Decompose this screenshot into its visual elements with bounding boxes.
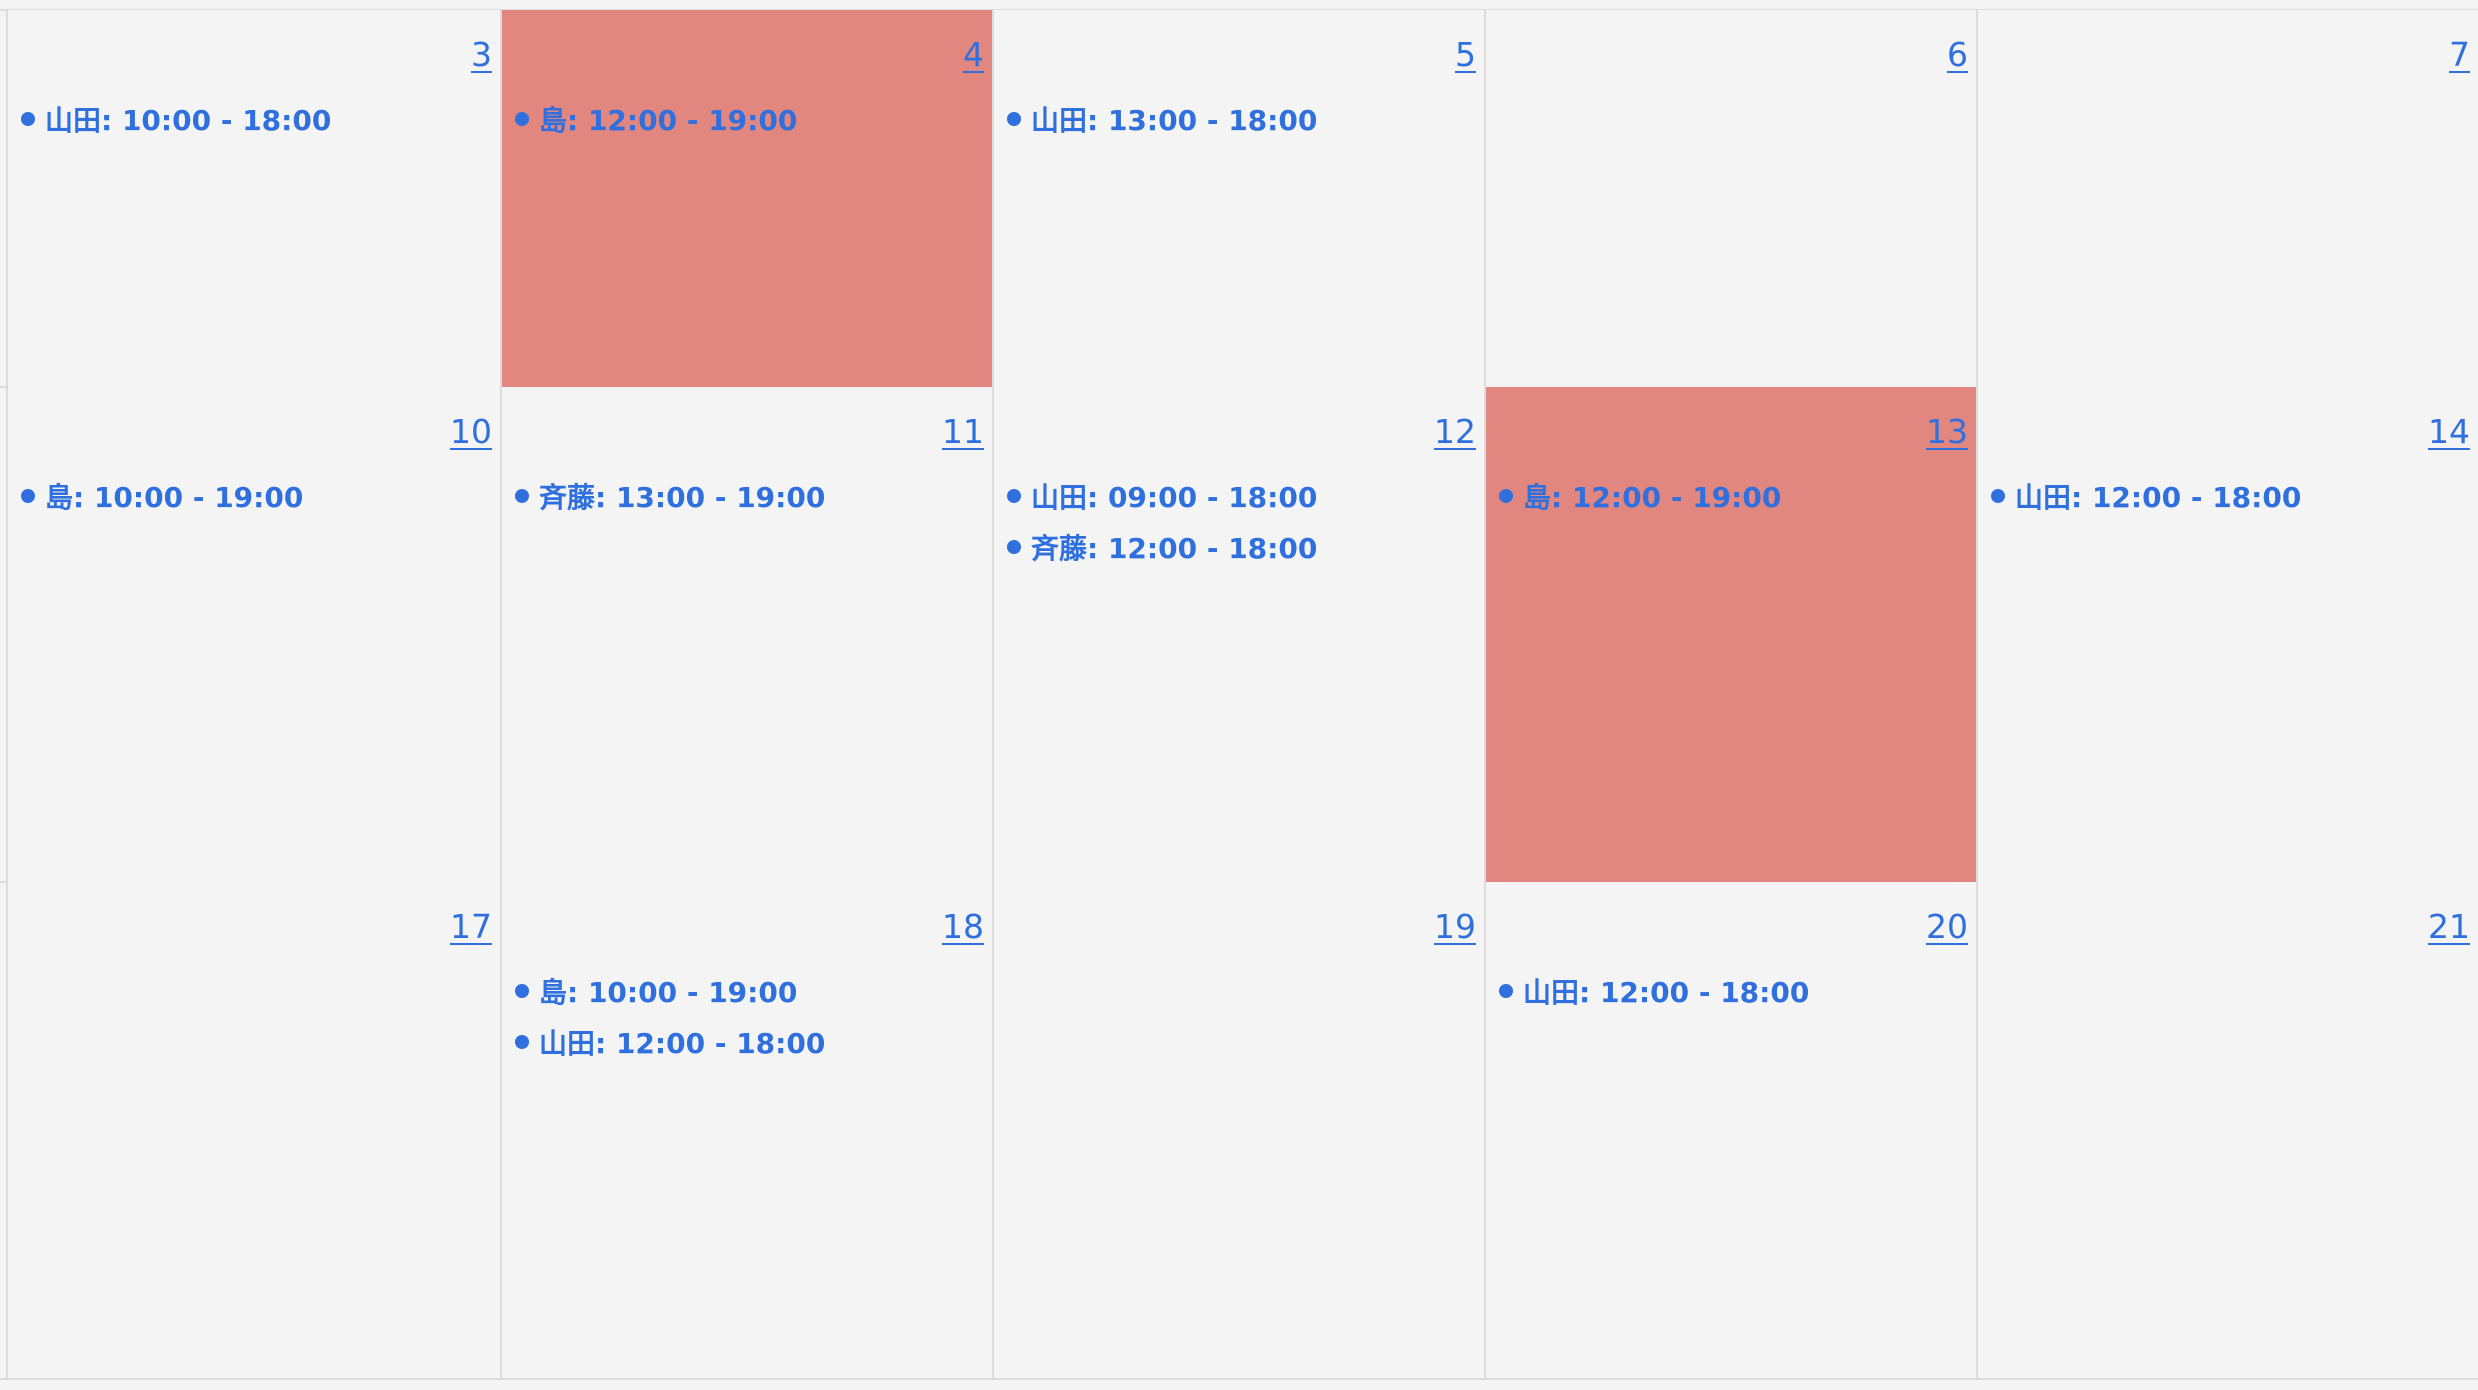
event-dot-icon (21, 488, 35, 503)
day-number-link[interactable]: 20 (1926, 907, 1968, 946)
calendar-day-cell[interactable]: 10 島: 10:00 - 19:00 (6, 387, 500, 882)
calendar-event[interactable]: 斉藤: 13:00 - 19:00 (515, 470, 984, 521)
event-label: 島: 12:00 - 19:00 (1523, 480, 1782, 514)
week-divider (0, 1378, 2478, 1380)
event-list: 島: 10:00 - 19:00 山田: 12:00 - 18:00 (515, 965, 984, 1067)
day-number-link[interactable]: 12 (1434, 412, 1476, 451)
event-label: 山田: 10:00 - 18:00 (45, 103, 332, 137)
calendar-event[interactable]: 山田: 13:00 - 18:00 (1007, 93, 1476, 144)
event-label: 斉藤: 12:00 - 18:00 (1031, 531, 1318, 565)
event-list: 島: 10:00 - 19:00 (21, 470, 492, 521)
day-number-link[interactable]: 6 (1947, 35, 1968, 74)
event-label: 山田: 12:00 - 18:00 (539, 1026, 826, 1060)
event-dot-icon (515, 983, 529, 998)
event-label: 山田: 12:00 - 18:00 (2015, 480, 2302, 514)
event-label: 斉藤: 13:00 - 19:00 (539, 480, 826, 514)
calendar-event[interactable]: 島: 12:00 - 19:00 (1499, 470, 1968, 521)
calendar-day-cell[interactable]: 18 島: 10:00 - 19:00 山田: 12:00 - 18:00 (500, 882, 992, 1378)
calendar-day-cell[interactable]: 17 (6, 882, 500, 1378)
day-number-link[interactable]: 5 (1455, 35, 1476, 74)
day-number-link[interactable]: 11 (942, 412, 984, 451)
calendar-day-cell[interactable]: 21 (1976, 882, 2478, 1378)
event-list: 島: 12:00 - 19:00 (1499, 470, 1968, 521)
calendar-event[interactable]: 山田: 12:00 - 18:00 (515, 1016, 984, 1067)
event-dot-icon (1007, 539, 1021, 554)
day-number-link[interactable]: 17 (450, 907, 492, 946)
day-number-link[interactable]: 14 (2428, 412, 2470, 451)
day-number-link[interactable]: 13 (1926, 412, 1968, 451)
day-number-link[interactable]: 10 (450, 412, 492, 451)
calendar-day-cell[interactable]: 14 山田: 12:00 - 18:00 (1976, 387, 2478, 882)
event-label: 島: 10:00 - 19:00 (539, 975, 798, 1009)
event-list: 山田: 10:00 - 18:00 (21, 93, 492, 144)
event-dot-icon (21, 111, 35, 126)
event-dot-icon (515, 111, 529, 126)
calendar-event[interactable]: 島: 10:00 - 19:00 (21, 470, 492, 521)
event-label: 山田: 12:00 - 18:00 (1523, 975, 1810, 1009)
event-dot-icon (1991, 488, 2005, 503)
calendar-event[interactable]: 島: 12:00 - 19:00 (515, 93, 984, 144)
event-list: 山田: 13:00 - 18:00 (1007, 93, 1476, 144)
event-dot-icon (515, 488, 529, 503)
calendar-event[interactable]: 山田: 09:00 - 18:00 (1007, 470, 1476, 521)
calendar-day-cell[interactable]: 7 (1976, 10, 2478, 387)
event-label: 山田: 09:00 - 18:00 (1031, 480, 1318, 514)
calendar-event[interactable]: 島: 10:00 - 19:00 (515, 965, 984, 1016)
calendar-day-cell-highlighted[interactable]: 4 島: 12:00 - 19:00 (500, 10, 992, 387)
calendar-day-cell[interactable]: 11 斉藤: 13:00 - 19:00 (500, 387, 992, 882)
event-dot-icon (1007, 111, 1021, 126)
day-number-link[interactable]: 18 (942, 907, 984, 946)
calendar-event[interactable]: 山田: 12:00 - 18:00 (1499, 965, 1968, 1016)
calendar-day-cell[interactable]: 6 (1484, 10, 1976, 387)
day-number-link[interactable]: 19 (1434, 907, 1476, 946)
calendar-event[interactable]: 山田: 12:00 - 18:00 (1991, 470, 2470, 521)
event-label: 島: 10:00 - 19:00 (45, 480, 304, 514)
event-list: 島: 12:00 - 19:00 (515, 93, 984, 144)
day-number-link[interactable]: 21 (2428, 907, 2470, 946)
calendar-day-cell-highlighted[interactable]: 13 島: 12:00 - 19:00 (1484, 387, 1976, 882)
calendar-day-cell[interactable]: 3 山田: 10:00 - 18:00 (6, 10, 500, 387)
calendar-event[interactable]: 山田: 10:00 - 18:00 (21, 93, 492, 144)
day-number-link[interactable]: 4 (963, 35, 984, 74)
calendar-day-cell[interactable]: 12 山田: 09:00 - 18:00 斉藤: 12:00 - 18:00 (992, 387, 1484, 882)
event-label: 島: 12:00 - 19:00 (539, 103, 798, 137)
event-dot-icon (515, 1034, 529, 1049)
event-dot-icon (1499, 983, 1513, 998)
event-list: 斉藤: 13:00 - 19:00 (515, 470, 984, 521)
event-list: 山田: 12:00 - 18:00 (1991, 470, 2470, 521)
event-list: 山田: 12:00 - 18:00 (1499, 965, 1968, 1016)
calendar-day-cell[interactable]: 20 山田: 12:00 - 18:00 (1484, 882, 1976, 1378)
event-label: 山田: 13:00 - 18:00 (1031, 103, 1318, 137)
day-number-link[interactable]: 3 (471, 35, 492, 74)
calendar-day-cell[interactable]: 19 (992, 882, 1484, 1378)
event-dot-icon (1007, 488, 1021, 503)
calendar-event[interactable]: 斉藤: 12:00 - 18:00 (1007, 521, 1476, 572)
event-list: 山田: 09:00 - 18:00 斉藤: 12:00 - 18:00 (1007, 470, 1476, 572)
day-number-link[interactable]: 7 (2449, 35, 2470, 74)
event-dot-icon (1499, 488, 1513, 503)
calendar-day-cell[interactable]: 5 山田: 13:00 - 18:00 (992, 10, 1484, 387)
